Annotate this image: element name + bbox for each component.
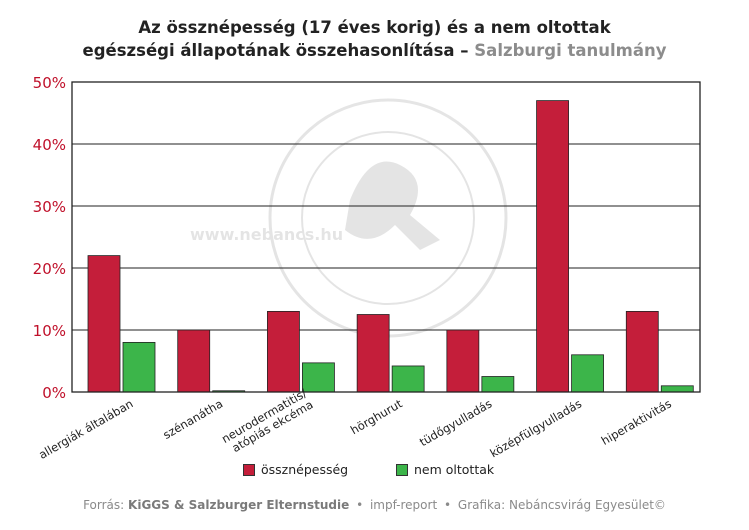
bar-population: [536, 100, 569, 393]
y-tick-label: 20%: [33, 260, 66, 278]
footer-prefix: Forrás:: [83, 498, 125, 512]
footer-credits: Forrás: KiGGS & Salzburger Elternstudie …: [0, 498, 749, 512]
legend-swatch-population: [243, 463, 255, 476]
y-tick-label: 40%: [33, 136, 66, 154]
plot-frame: [71, 81, 701, 393]
x-tick-label: hörghurut: [348, 396, 405, 437]
chart-title: Az össznépesség (17 éves korig) és a nem…: [0, 16, 749, 62]
x-tick-label: hiperaktivitás: [599, 396, 674, 447]
y-tick-label: 0%: [42, 384, 66, 402]
legend-item-population: össznépesség: [243, 462, 348, 477]
bar-population: [87, 255, 121, 393]
title-line-2: egészségi állapotának összehasonlítása –…: [0, 39, 749, 62]
bar-population: [446, 329, 480, 393]
title-line-2-accent: Salzburgi tanulmány: [474, 41, 667, 60]
watermark-inner-ring: [301, 131, 475, 305]
bar-population: [267, 310, 300, 393]
watermark-url: www.nebancs.hu: [190, 225, 343, 244]
bar-unvaccinated: [122, 341, 156, 393]
title-line-1: Az össznépesség (17 éves korig) és a nem…: [138, 18, 611, 37]
footer-report: impf-report: [369, 498, 438, 512]
footer-credit: Grafika: Nebáncsvirág Egyesület©: [457, 498, 666, 512]
legend-swatch-unvaccinated: [396, 463, 408, 476]
y-tick-label: 50%: [33, 74, 66, 92]
bars: [87, 100, 694, 393]
footer-source: KiGGS & Salzburger Elternstudie: [128, 498, 350, 512]
bar-unvaccinated: [302, 362, 335, 393]
bar-unvaccinated: [660, 385, 694, 393]
x-tick-label: szénanátha: [161, 396, 226, 441]
bar-unvaccinated: [391, 365, 425, 393]
bar-population: [177, 329, 211, 393]
x-tick-label: tüdőgyulladás: [417, 396, 494, 449]
legend-label-unvaccinated: nem oltottak: [414, 462, 495, 477]
x-axis-labels: allergiák általában szénanáthaneurodermat…: [36, 386, 674, 462]
legend-label-population: össznépesség: [261, 462, 349, 477]
y-axis-ticks: 0% 10% 20% 30% 40% 50%: [33, 74, 66, 402]
bar-unvaccinated: [481, 376, 515, 393]
bar-population: [625, 310, 659, 393]
x-tick-label: allergiák általában: [36, 396, 135, 461]
title-line-2-main: egészségi állapotának összehasonlítása –: [82, 41, 469, 60]
bar-population: [356, 314, 390, 393]
y-tick-label: 10%: [33, 322, 66, 340]
x-tick-label: középfülgyulladás: [488, 396, 585, 460]
bar-unvaccinated: [571, 354, 604, 393]
watermark: www.nebancs.hu: [190, 98, 508, 338]
x-tick-label: neurodermatitis/atópiás ekcéma: [219, 386, 315, 457]
legend-item-unvaccinated: nem oltottak: [396, 462, 494, 477]
footer-separator: •: [356, 498, 364, 512]
y-tick-label: 30%: [33, 198, 66, 216]
footer-separator: •: [444, 498, 452, 512]
